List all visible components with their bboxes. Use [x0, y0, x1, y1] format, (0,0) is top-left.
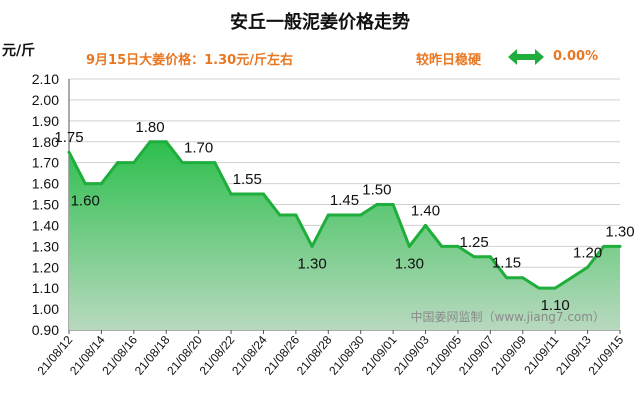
data-point	[343, 213, 346, 217]
data-point	[278, 213, 282, 217]
data-point	[586, 265, 590, 269]
double-arrow-icon	[508, 49, 544, 65]
data-point	[618, 244, 622, 248]
series-area	[69, 141, 620, 330]
chart-title: 安丘一般泥姜价格走势	[230, 12, 410, 33]
data-point	[229, 192, 233, 196]
y-tick-label: 1.80	[32, 134, 59, 150]
data-point	[537, 286, 541, 290]
data-label: 1.75	[54, 129, 83, 146]
y-tick-label: 1.40	[32, 217, 59, 233]
y-tick-label: 1.00	[32, 301, 59, 317]
data-point	[505, 276, 509, 280]
data-label: 1.80	[135, 119, 164, 136]
data-point	[310, 244, 314, 248]
price-note: 9月15日大姜价格：1.30元/斤左右	[86, 53, 293, 68]
data-point	[132, 161, 136, 165]
y-tick-label: 0.90	[32, 322, 59, 338]
data-point	[148, 140, 152, 144]
data-point	[602, 244, 606, 248]
x-tick-label: 21/09/15	[586, 333, 627, 378]
data-point	[67, 150, 71, 154]
data-point	[294, 213, 298, 217]
change-value: 0.00%	[553, 49, 599, 64]
data-point	[359, 213, 363, 217]
data-point	[391, 203, 395, 206]
change-label: 较昨日稳硬	[416, 53, 482, 68]
data-point	[553, 286, 557, 290]
y-tick-label: 2.00	[32, 92, 59, 108]
data-point	[197, 161, 201, 165]
watermark-text: 中国姜网监制（www.jiang7.com）	[411, 309, 605, 324]
data-point	[164, 140, 168, 144]
data-label: 1.45	[330, 192, 359, 209]
data-label: 1.70	[184, 140, 213, 157]
data-label: 1.10	[541, 297, 570, 314]
y-axis-unit-label: 元/斤	[2, 43, 36, 59]
data-point	[213, 161, 217, 165]
data-label: 1.20	[573, 244, 602, 261]
data-label: 1.30	[605, 223, 634, 240]
data-label: 1.25	[460, 234, 489, 251]
data-label: 1.40	[411, 202, 440, 219]
data-point	[456, 244, 460, 248]
data-point	[424, 223, 428, 227]
data-point	[99, 182, 103, 186]
data-point	[521, 276, 525, 280]
data-label: 1.50	[362, 182, 391, 199]
data-label: 1.60	[71, 193, 100, 210]
x-tick-label: 21/09/09	[488, 333, 529, 378]
data-point	[472, 255, 476, 259]
data-point	[440, 244, 444, 248]
data-point	[180, 161, 184, 165]
y-tick-label: 1.10	[32, 280, 59, 296]
y-tick-label: 1.30	[32, 238, 59, 254]
data-label: 1.15	[492, 255, 521, 272]
y-tick-label: 2.10	[32, 71, 59, 87]
data-point	[488, 255, 492, 259]
data-point	[245, 192, 249, 196]
y-tick-label: 1.60	[32, 176, 59, 192]
y-tick-label: 1.90	[32, 113, 59, 129]
data-point	[116, 161, 120, 165]
data-label: 1.55	[233, 171, 262, 188]
data-point	[375, 203, 379, 206]
data-point	[407, 244, 411, 248]
y-tick-label: 1.70	[32, 155, 59, 171]
data-label: 1.30	[395, 255, 424, 272]
data-point	[569, 276, 573, 280]
data-label: 1.30	[297, 255, 326, 272]
data-point	[83, 182, 87, 186]
data-point	[261, 192, 265, 196]
data-point	[326, 213, 330, 217]
y-tick-label: 1.20	[32, 259, 59, 275]
y-tick-label: 1.50	[32, 197, 59, 213]
